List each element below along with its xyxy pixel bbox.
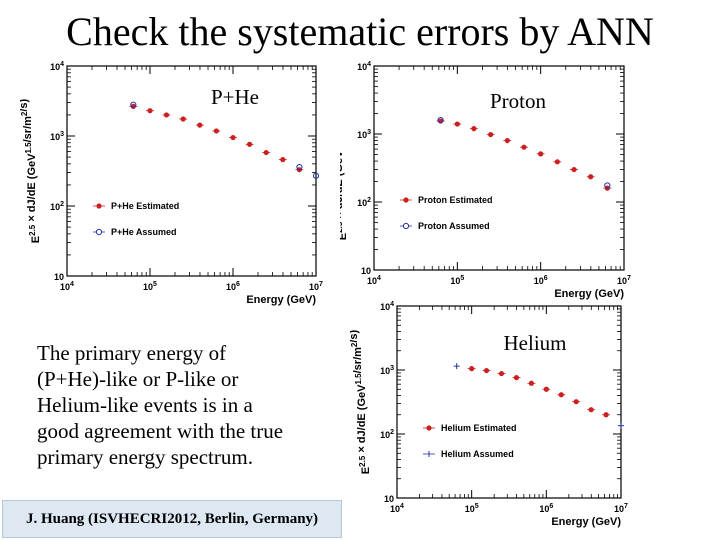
data-point-estimated bbox=[247, 141, 253, 147]
data-point-estimated bbox=[197, 122, 203, 128]
legend-marker bbox=[426, 425, 432, 431]
data-point-estimated bbox=[263, 149, 269, 156]
data-point-estimated bbox=[588, 174, 594, 180]
y-tick-label: 103 bbox=[357, 129, 371, 140]
y-tick-label: 102 bbox=[380, 429, 394, 440]
description: The primary energy of (P+He)-like or P-l… bbox=[37, 340, 337, 470]
data-point-estimated bbox=[163, 112, 170, 118]
data-point-assumed bbox=[296, 163, 303, 171]
y-axis-label: E2.5 × dJ/dE (GeV1.5/sr/m2/s) bbox=[340, 95, 349, 240]
x-tick-label: 106 bbox=[534, 275, 548, 286]
data-point-estimated bbox=[147, 108, 153, 114]
data-point-estimated bbox=[554, 159, 560, 165]
chart-phe-svg: 104 105 106 107 10 102 103 104 Energy (GeV) E2.5 … bbox=[20, 61, 323, 306]
chart-helium-svg: 104 105 106 107 10 102 103 104 Energy (GeV) E2.5 … bbox=[350, 301, 628, 528]
y-axis-label: E2.5 × dJ/dE (GeV1.5/sr/m2/s) bbox=[20, 98, 42, 243]
data-point-estimated bbox=[588, 407, 594, 413]
y-tick-label: 10 bbox=[54, 272, 64, 282]
x-axis-label: Energy (GeV) bbox=[551, 516, 621, 528]
data-point-estimated bbox=[471, 126, 477, 132]
x-tick-label: 107 bbox=[614, 503, 628, 514]
data-point-estimated bbox=[573, 399, 579, 405]
data-point-estimated bbox=[513, 375, 520, 381]
x-tick-label: 106 bbox=[539, 503, 553, 514]
data-point-estimated bbox=[521, 144, 527, 150]
y-tick-label: 102 bbox=[357, 197, 371, 208]
y-tick-label: 102 bbox=[50, 201, 64, 212]
data-point-estimated bbox=[543, 386, 549, 392]
data-point-estimated bbox=[558, 392, 564, 398]
description-line: good agreement with the true bbox=[37, 419, 284, 443]
data-point-estimated bbox=[498, 370, 505, 377]
data-point-estimated bbox=[230, 134, 236, 141]
x-tick-label: 105 bbox=[143, 281, 157, 292]
y-tick-label: 10 bbox=[361, 266, 371, 276]
data-point-estimated bbox=[504, 137, 510, 144]
x-tick-label: 105 bbox=[465, 503, 479, 514]
data-point-assumed bbox=[312, 172, 320, 179]
data-point-assumed bbox=[437, 117, 444, 124]
description-line: The primary energy of bbox=[37, 341, 227, 365]
data-point-estimated bbox=[488, 131, 494, 138]
data-point-assumed bbox=[130, 101, 137, 108]
chart-title: Helium bbox=[504, 331, 567, 355]
y-tick-label: 10 bbox=[384, 494, 394, 504]
plot-frame bbox=[373, 65, 625, 271]
data-point-estimated bbox=[528, 380, 535, 386]
x-tick-label: 104 bbox=[60, 281, 74, 292]
data-point-assumed bbox=[604, 182, 611, 189]
y-tick-label: 104 bbox=[380, 301, 394, 312]
chart-title: Proton bbox=[490, 89, 547, 113]
legend-entry: Helium Estimated bbox=[441, 423, 517, 433]
legend-marker bbox=[402, 222, 410, 230]
legend-entry: P+He Assumed bbox=[111, 227, 176, 237]
y-tick-label: 103 bbox=[50, 131, 64, 142]
legend-entry: Helium Assumed bbox=[441, 449, 514, 459]
data-point-estimated bbox=[469, 366, 475, 372]
chart-phe: 104 105 106 107 10 102 103 104 Energy (GeV) E2.5 … bbox=[20, 58, 330, 308]
data-point-estimated bbox=[130, 103, 136, 109]
legend-marker bbox=[96, 203, 102, 209]
legend-entry: Proton Assumed bbox=[418, 221, 490, 231]
y-tick-label: 103 bbox=[380, 365, 394, 376]
data-point-estimated bbox=[603, 412, 609, 418]
data-point-estimated bbox=[538, 151, 544, 157]
legend-marker bbox=[403, 197, 409, 203]
data-point-estimated bbox=[280, 157, 286, 163]
plot-frame bbox=[396, 305, 622, 499]
x-tick-label: 107 bbox=[617, 275, 631, 286]
description-line: Helium-like events is in a bbox=[37, 393, 253, 417]
description-line: (P+He)-like or P-like or bbox=[37, 367, 239, 391]
x-tick-label: 104 bbox=[367, 275, 381, 286]
description-line: primary energy spectrum. bbox=[37, 445, 253, 469]
y-tick-label: 104 bbox=[357, 61, 371, 72]
x-tick-label: 105 bbox=[450, 275, 464, 286]
legend-entry: Proton Estimated bbox=[418, 195, 493, 205]
x-tick-label: 107 bbox=[309, 281, 323, 292]
data-point-estimated bbox=[213, 128, 220, 134]
chart-helium: 104 105 106 107 10 102 103 104 Energy (GeV) E2.5 … bbox=[350, 298, 650, 530]
data-point-estimated bbox=[571, 166, 577, 173]
legend-entry: P+He Estimated bbox=[111, 201, 179, 211]
x-axis-label: Energy (GeV) bbox=[554, 288, 624, 300]
chart-title: P+He bbox=[211, 85, 259, 109]
x-axis-label: Energy (GeV) bbox=[246, 294, 316, 306]
plot-frame bbox=[66, 65, 317, 277]
legend-marker bbox=[95, 228, 103, 236]
footer-citation: J. Huang (ISVHECRI2012, Berlin, Germany) bbox=[2, 500, 342, 538]
x-tick-label: 106 bbox=[226, 281, 240, 292]
x-tick-label: 104 bbox=[390, 503, 404, 514]
chart-proton: 104 105 106 107 10 102 103 104 Energy (GeV) E2.5 … bbox=[340, 58, 650, 303]
data-point-estimated bbox=[180, 116, 186, 122]
chart-proton-svg: 104 105 106 107 10 102 103 104 Energy (GeV) E2.5 … bbox=[340, 61, 631, 300]
slide-title: Check the systematic errors by ANN bbox=[66, 9, 654, 54]
data-point-estimated bbox=[454, 121, 460, 127]
data-point-estimated bbox=[483, 367, 490, 374]
y-tick-label: 104 bbox=[50, 61, 64, 72]
y-axis-label: E2.5 × dJ/dE (GeV1.5/sr/m2/s) bbox=[350, 329, 372, 474]
